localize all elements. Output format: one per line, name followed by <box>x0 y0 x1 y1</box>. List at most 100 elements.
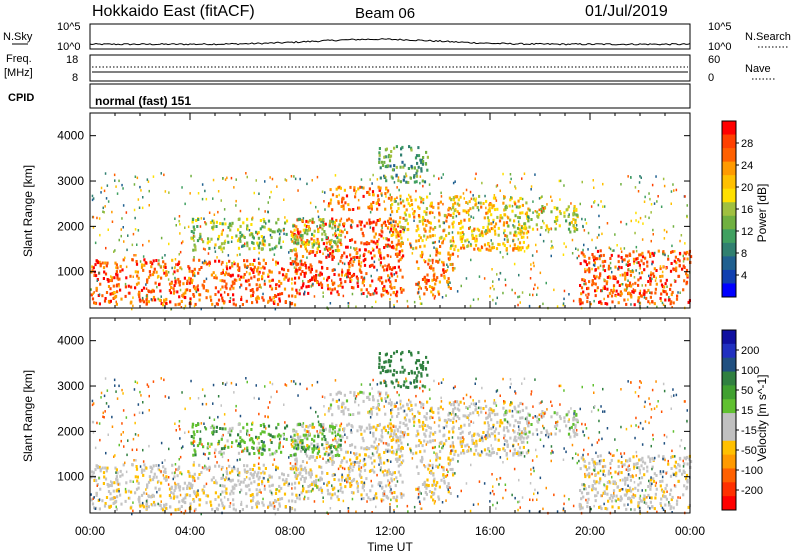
power-cell <box>680 234 683 237</box>
velocity-cell <box>157 467 160 471</box>
velocity-cell <box>456 415 459 419</box>
power-cell <box>334 268 336 272</box>
power-cell <box>310 285 312 288</box>
velocity-cell <box>369 456 372 460</box>
velocity-cell <box>670 455 673 459</box>
power-cell <box>142 300 145 304</box>
power-cell <box>623 298 626 302</box>
velocity-cell <box>280 497 284 501</box>
power-cell <box>127 291 130 295</box>
velocity-cell <box>617 465 620 469</box>
power-cell <box>644 195 646 199</box>
power-cell <box>195 288 198 292</box>
power-cell <box>416 161 419 165</box>
power-cell <box>651 277 653 281</box>
power-cell <box>595 275 598 279</box>
velocity-cell <box>617 497 620 501</box>
power-cell <box>322 291 324 294</box>
power-cell <box>256 267 259 271</box>
power-cell <box>596 257 599 261</box>
velocity-cell <box>426 440 429 444</box>
velocity-cell <box>339 391 342 395</box>
velocity-cell <box>124 490 127 494</box>
power-cell <box>385 237 388 241</box>
power-cell <box>429 259 431 262</box>
power-cell <box>569 221 571 225</box>
power-cell <box>504 234 507 238</box>
power-cell <box>603 205 606 208</box>
velocity-cell <box>572 430 575 434</box>
power-cell <box>268 279 271 283</box>
velocity-cell <box>275 499 278 503</box>
power-cell <box>160 302 163 306</box>
velocity-cell <box>310 442 313 446</box>
power-cell <box>399 258 402 262</box>
velocity-cell <box>625 507 628 511</box>
power-cell <box>678 259 681 263</box>
velocity-cell <box>672 506 675 510</box>
power-cell <box>238 269 241 272</box>
velocity-cell <box>567 432 571 436</box>
station-title: Hokkaido East (fitACF) <box>92 3 255 20</box>
power-cell <box>131 258 134 262</box>
velocity-cell <box>492 401 496 405</box>
velocity-cell <box>355 480 358 484</box>
power-cell <box>685 272 688 276</box>
velocity-cell <box>106 466 109 470</box>
noise-strip: N.Sky N.Search 10^5 10^0 10^5 10^0 <box>3 21 791 53</box>
velocity-cell <box>382 492 385 495</box>
power-cell <box>553 220 557 224</box>
power-cell <box>546 203 548 206</box>
power-cell <box>449 263 452 266</box>
velocity-cell <box>307 430 310 433</box>
power-cell <box>440 176 443 179</box>
velocity-cell <box>456 407 459 411</box>
power-cell <box>415 154 419 158</box>
freq-tick-top: 18 <box>66 54 78 66</box>
velocity-cell <box>230 479 233 483</box>
velocity-cell <box>452 401 455 405</box>
velocity-cell <box>378 393 381 397</box>
power-cell <box>648 192 650 195</box>
velocity-cell <box>376 399 380 403</box>
power-cell <box>686 274 689 278</box>
velocity-cell <box>504 418 507 422</box>
power-cell <box>103 211 105 214</box>
velocity-cell <box>294 500 297 504</box>
power-cell <box>319 224 322 228</box>
velocity-cell <box>182 487 185 491</box>
velocity-cell <box>611 505 614 509</box>
power-cell <box>418 206 421 210</box>
power-cell <box>475 172 477 176</box>
power-cell <box>675 261 678 265</box>
power-cell <box>257 257 260 260</box>
power-cell <box>189 279 192 283</box>
power-cell <box>664 290 667 294</box>
power-cell <box>212 225 215 229</box>
velocity-cell <box>370 410 373 414</box>
power-cell <box>142 196 144 199</box>
power-cell <box>496 215 499 219</box>
power-cell <box>640 271 644 275</box>
power-cell <box>291 235 294 239</box>
power-cell <box>383 174 385 178</box>
velocity-cell <box>491 411 494 415</box>
power-cell <box>305 285 308 289</box>
velocity-cell <box>115 507 118 511</box>
power-cell <box>598 300 601 304</box>
power-cell <box>118 179 120 183</box>
power-cell <box>319 271 322 275</box>
power-cell <box>139 299 142 303</box>
power-cell <box>220 242 224 246</box>
power-cell <box>606 287 609 291</box>
velocity-cell <box>588 475 591 479</box>
velocity-cell <box>478 439 481 442</box>
power-cell <box>526 236 529 239</box>
velocity-cell <box>137 481 140 485</box>
power-cell <box>629 284 633 288</box>
power-cell <box>267 301 269 304</box>
velocity-cell <box>524 432 527 436</box>
power-cell <box>620 256 623 259</box>
power-cell <box>643 268 646 272</box>
velocity-cell <box>202 491 205 495</box>
